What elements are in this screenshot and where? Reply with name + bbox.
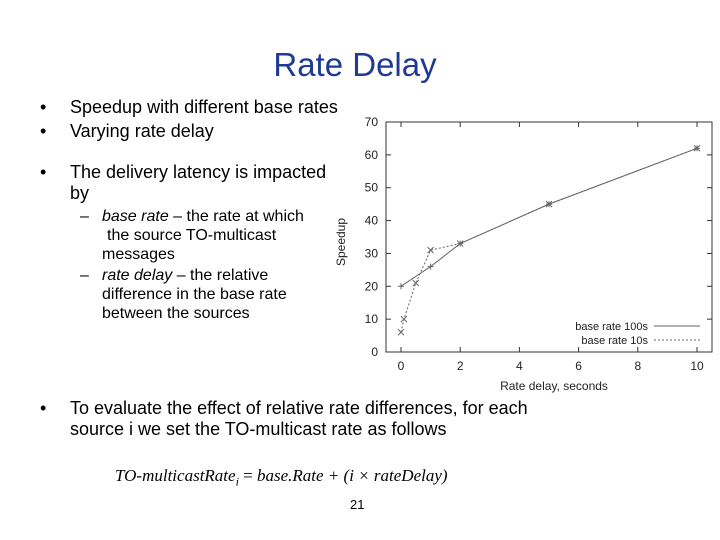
formula-subscript: i (235, 474, 239, 489)
x-axis-label: Rate delay, seconds (500, 379, 608, 393)
y-tick-label: 20 (365, 279, 379, 293)
y-tick-label: 40 (365, 214, 379, 228)
rate-formula: TO-multicastRatei = base.Rate + (i × rat… (115, 466, 448, 489)
bullet-text: To evaluate the effect of relative rate … (70, 398, 528, 439)
term-base-rate: base rate (102, 208, 169, 225)
legend-label: base rate 100s (575, 321, 648, 333)
formula-lhs: TO-multicastRate (115, 466, 236, 485)
x-tick-label: 2 (457, 359, 464, 373)
y-tick-label: 0 (371, 345, 378, 359)
y-tick-label: 30 (365, 246, 379, 260)
x-tick-label: 6 (575, 359, 582, 373)
x-tick-label: 4 (516, 359, 523, 373)
dash-icon: – (80, 267, 89, 284)
y-axis-label: Speedup (334, 218, 348, 266)
sub-bullet-text: – the rate at which (168, 208, 304, 225)
bullet-text: The delivery latency is impacted (70, 162, 327, 182)
y-tick-label: 70 (365, 115, 379, 129)
data-point-x-marker (397, 328, 405, 336)
series-line-0 (400, 147, 698, 287)
formula-rhs: base.Rate + (i × rateDelay) (257, 466, 448, 485)
bullet-item: • Varying rate delay (40, 121, 370, 142)
slide-title: Rate Delay (273, 46, 437, 83)
data-point-x-marker (693, 144, 701, 152)
dash-icon: – (80, 208, 89, 225)
data-point-plus-marker (398, 283, 404, 290)
plot-frame (385, 121, 713, 353)
data-point-x-marker (427, 246, 434, 254)
formula-equals: = (238, 466, 258, 485)
bullet-dot-icon: • (40, 121, 47, 141)
data-point-x-marker (412, 279, 420, 287)
sub-bullet-item: – rate delay – the relative (40, 266, 370, 285)
bullet-text-cont: by (70, 183, 90, 203)
bullet-list: • Speedup with different base rates • Va… (40, 97, 370, 323)
term-rate-delay: rate delay (102, 267, 173, 284)
x-tick-label: 8 (634, 359, 641, 373)
sub-bullet-text-cont: the source TO-multicast (107, 227, 277, 244)
bullet-text: Varying rate delay (70, 121, 214, 141)
bullet-item: • The delivery latency is impacted by (40, 162, 370, 204)
sub-bullet-text-cont: difference in the base rate (102, 286, 287, 303)
bullet-item: • Speedup with different base rates (40, 97, 370, 118)
data-point-x-marker (456, 240, 464, 247)
bullet-text: Speedup with different base rates (70, 97, 338, 117)
sub-bullet-text-cont: messages (102, 246, 175, 263)
data-point-x-marker (400, 315, 408, 323)
y-tick-label: 50 (365, 181, 379, 195)
bullet-dot-icon: • (40, 162, 47, 182)
x-tick-label: 0 (398, 359, 405, 373)
sub-bullet-text: – the relative (172, 267, 269, 284)
sub-bullet-item: – base rate – the rate at which (40, 207, 370, 226)
y-tick-label: 10 (365, 312, 379, 326)
page-number: 21 (350, 497, 365, 512)
data-point-plus-marker (427, 263, 434, 270)
x-tick-label: 10 (690, 359, 704, 373)
data-point-x-marker (545, 200, 553, 208)
sub-bullet-text-cont: between the sources (102, 305, 250, 322)
y-tick-label: 60 (365, 148, 379, 162)
bullet-item: • To evaluate the effect of relative rat… (40, 398, 550, 440)
series-line-1 (400, 147, 698, 333)
bullet-dot-icon: • (40, 398, 47, 418)
legend-label: base rate 10s (581, 335, 648, 347)
bullet-dot-icon: • (40, 97, 47, 117)
